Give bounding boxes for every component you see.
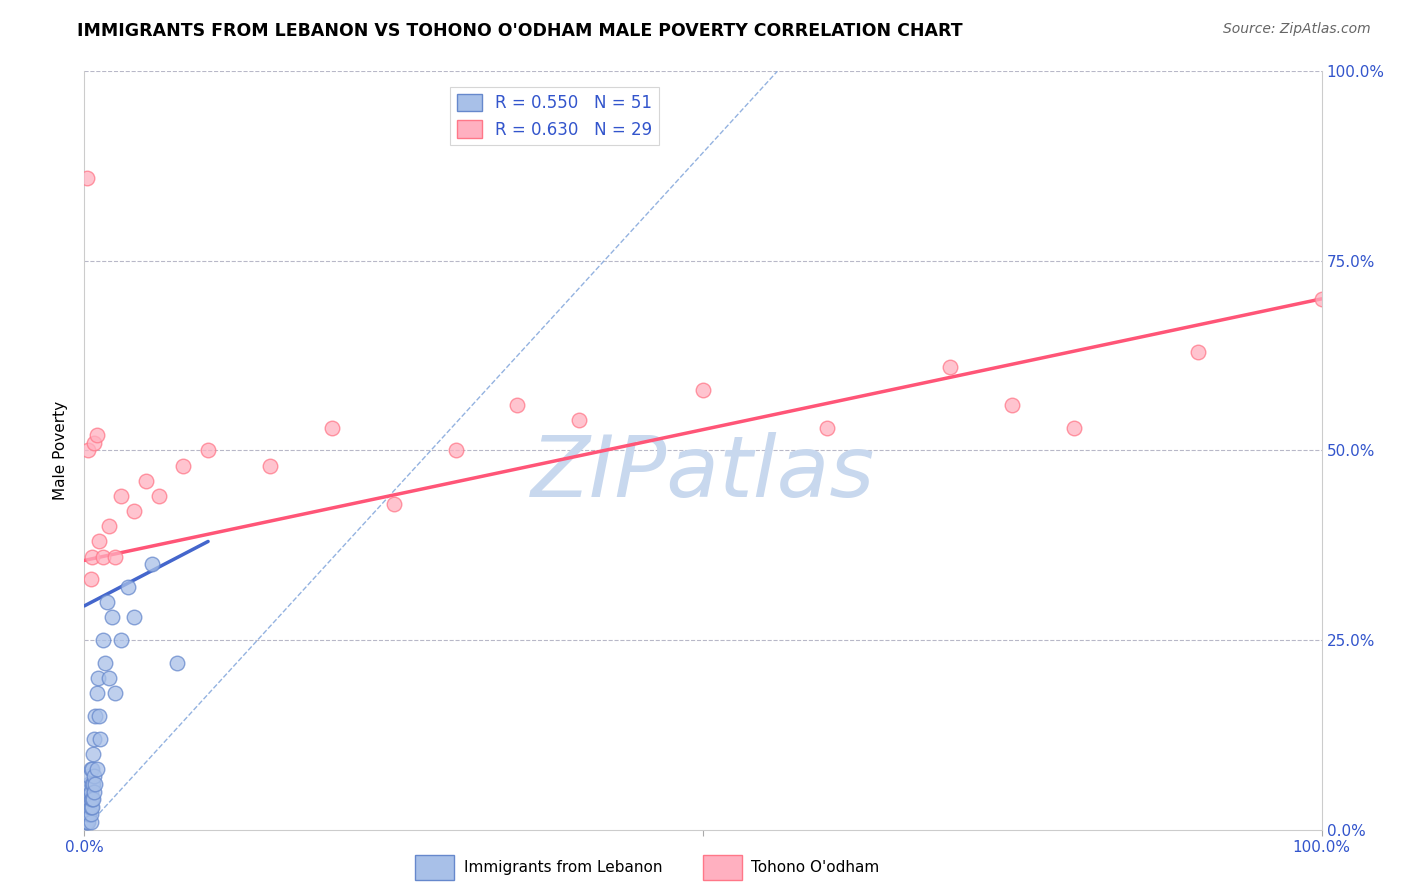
Point bbox=[96, 595, 118, 609]
Point bbox=[506, 398, 529, 412]
Point bbox=[76, 800, 98, 814]
Point bbox=[89, 731, 111, 746]
Point bbox=[94, 656, 117, 670]
Point bbox=[83, 769, 105, 784]
Point bbox=[79, 815, 101, 830]
Point bbox=[1063, 421, 1085, 435]
Point bbox=[76, 807, 98, 822]
Point bbox=[84, 777, 107, 791]
Point bbox=[98, 671, 121, 685]
Point bbox=[80, 777, 103, 791]
Point bbox=[79, 573, 101, 587]
Point bbox=[77, 807, 100, 822]
Point bbox=[77, 800, 100, 814]
Point bbox=[75, 815, 97, 830]
Point bbox=[141, 557, 163, 572]
Point bbox=[89, 708, 111, 723]
Point bbox=[110, 489, 132, 503]
Point bbox=[939, 359, 962, 375]
Point bbox=[568, 413, 591, 427]
Point bbox=[172, 458, 194, 473]
Point bbox=[692, 383, 714, 397]
Point bbox=[77, 785, 100, 799]
Text: Immigrants from Lebanon: Immigrants from Lebanon bbox=[464, 860, 662, 874]
Point bbox=[79, 762, 101, 776]
Point bbox=[84, 708, 107, 723]
Point bbox=[100, 610, 122, 624]
Point bbox=[83, 731, 105, 746]
Point bbox=[79, 769, 101, 784]
Point bbox=[1001, 398, 1024, 412]
Point bbox=[382, 496, 405, 510]
Point bbox=[122, 504, 145, 518]
Point bbox=[86, 686, 108, 700]
Point bbox=[117, 580, 139, 594]
Point bbox=[166, 656, 188, 670]
Point bbox=[98, 519, 121, 533]
Point bbox=[444, 443, 467, 458]
Point bbox=[91, 549, 114, 564]
Point bbox=[91, 633, 114, 648]
Point bbox=[83, 436, 105, 450]
Point bbox=[135, 474, 157, 488]
Point bbox=[1310, 292, 1333, 306]
Point bbox=[197, 443, 219, 458]
Point bbox=[82, 747, 104, 761]
Point bbox=[321, 421, 343, 435]
Point bbox=[76, 170, 98, 185]
Text: Tohono O'odham: Tohono O'odham bbox=[751, 860, 879, 874]
Text: Source: ZipAtlas.com: Source: ZipAtlas.com bbox=[1223, 22, 1371, 37]
Point bbox=[110, 633, 132, 648]
Point bbox=[76, 785, 98, 799]
Text: IMMIGRANTS FROM LEBANON VS TOHONO O'ODHAM MALE POVERTY CORRELATION CHART: IMMIGRANTS FROM LEBANON VS TOHONO O'ODHA… bbox=[77, 22, 963, 40]
Point bbox=[87, 671, 110, 685]
Point bbox=[77, 815, 100, 830]
Text: ZIPatlas: ZIPatlas bbox=[531, 432, 875, 515]
Point bbox=[80, 792, 103, 806]
Point bbox=[77, 443, 100, 458]
Point bbox=[1187, 344, 1209, 359]
Point bbox=[79, 792, 101, 806]
Point bbox=[79, 777, 101, 791]
Point bbox=[122, 610, 145, 624]
Point bbox=[80, 762, 103, 776]
Point bbox=[79, 792, 101, 806]
Point bbox=[79, 807, 101, 822]
Point bbox=[79, 785, 101, 799]
Point bbox=[89, 534, 111, 549]
Point bbox=[82, 777, 104, 791]
Point bbox=[80, 800, 103, 814]
Point bbox=[815, 421, 838, 435]
Point bbox=[259, 458, 281, 473]
Point bbox=[76, 792, 98, 806]
Legend: R = 0.550   N = 51, R = 0.630   N = 29: R = 0.550 N = 51, R = 0.630 N = 29 bbox=[450, 87, 659, 145]
Point bbox=[148, 489, 170, 503]
Point bbox=[75, 807, 97, 822]
Point bbox=[104, 686, 127, 700]
Point bbox=[83, 785, 105, 799]
Point bbox=[79, 800, 101, 814]
Point bbox=[104, 549, 127, 564]
Point bbox=[76, 815, 98, 830]
Point bbox=[80, 549, 103, 564]
Point bbox=[79, 800, 101, 814]
Y-axis label: Male Poverty: Male Poverty bbox=[53, 401, 69, 500]
Point bbox=[86, 762, 108, 776]
Point bbox=[79, 807, 101, 822]
Point bbox=[82, 792, 104, 806]
Point bbox=[86, 428, 108, 442]
Point bbox=[75, 800, 97, 814]
